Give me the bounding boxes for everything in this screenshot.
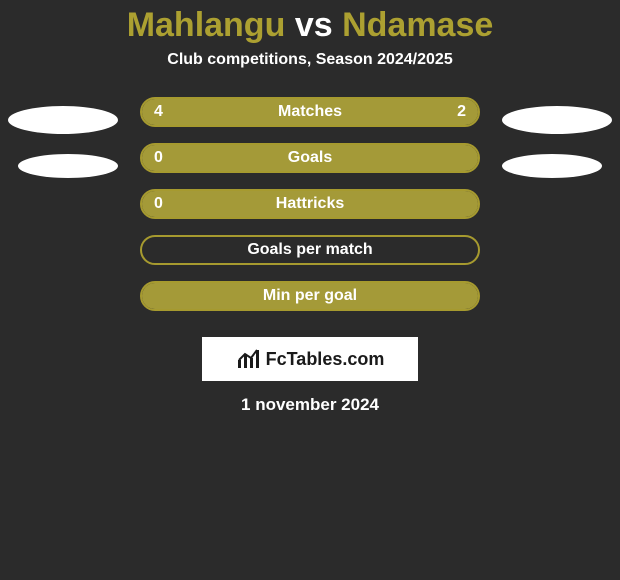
stat-label: Min per goal: [263, 287, 357, 305]
comparison-row: Min per goal: [0, 281, 620, 327]
stat-bar: Goals 0: [140, 143, 480, 173]
comparison-row: Matches 4 2: [0, 97, 620, 143]
stat-label: Matches: [278, 103, 342, 121]
logo-inner: FcTables.com: [236, 348, 385, 370]
bubble-left: [18, 154, 118, 178]
date-text: 1 november 2024: [0, 395, 620, 415]
comparison-row: Hattricks 0: [0, 189, 620, 235]
stat-value-left: 0: [154, 195, 163, 213]
comparison-row: Goals per match: [0, 235, 620, 281]
title-player1: Mahlangu: [127, 6, 286, 44]
comparison-row: Goals 0: [0, 143, 620, 189]
stat-value-left: 0: [154, 149, 163, 167]
stat-bar: Matches 4 2: [140, 97, 480, 127]
stat-bar: Goals per match: [140, 235, 480, 265]
stat-label: Goals per match: [247, 241, 372, 259]
title-player2: Ndamase: [342, 6, 493, 44]
comparison-rows: Matches 4 2 Goals 0 Hattricks 0 Goals per match…: [0, 97, 620, 327]
stat-value-right: 2: [457, 103, 466, 121]
stat-bar: Min per goal: [140, 281, 480, 311]
title-vs: vs: [295, 6, 333, 44]
bar-chart-icon: [236, 348, 260, 370]
stat-label: Hattricks: [276, 195, 344, 213]
stat-bar: Hattricks 0: [140, 189, 480, 219]
bubble-left: [8, 106, 118, 134]
bubble-right: [502, 106, 612, 134]
stat-value-left: 4: [154, 103, 163, 121]
logo-text: FcTables.com: [266, 349, 385, 370]
page-title: Mahlangu vs Ndamase: [0, 0, 620, 45]
logo-box: FcTables.com: [202, 337, 418, 381]
comparison-infographic: Mahlangu vs Ndamase Club competitions, S…: [0, 0, 620, 580]
subtitle: Club competitions, Season 2024/2025: [0, 51, 620, 69]
bubble-right: [502, 154, 602, 178]
stat-label: Goals: [288, 149, 332, 167]
